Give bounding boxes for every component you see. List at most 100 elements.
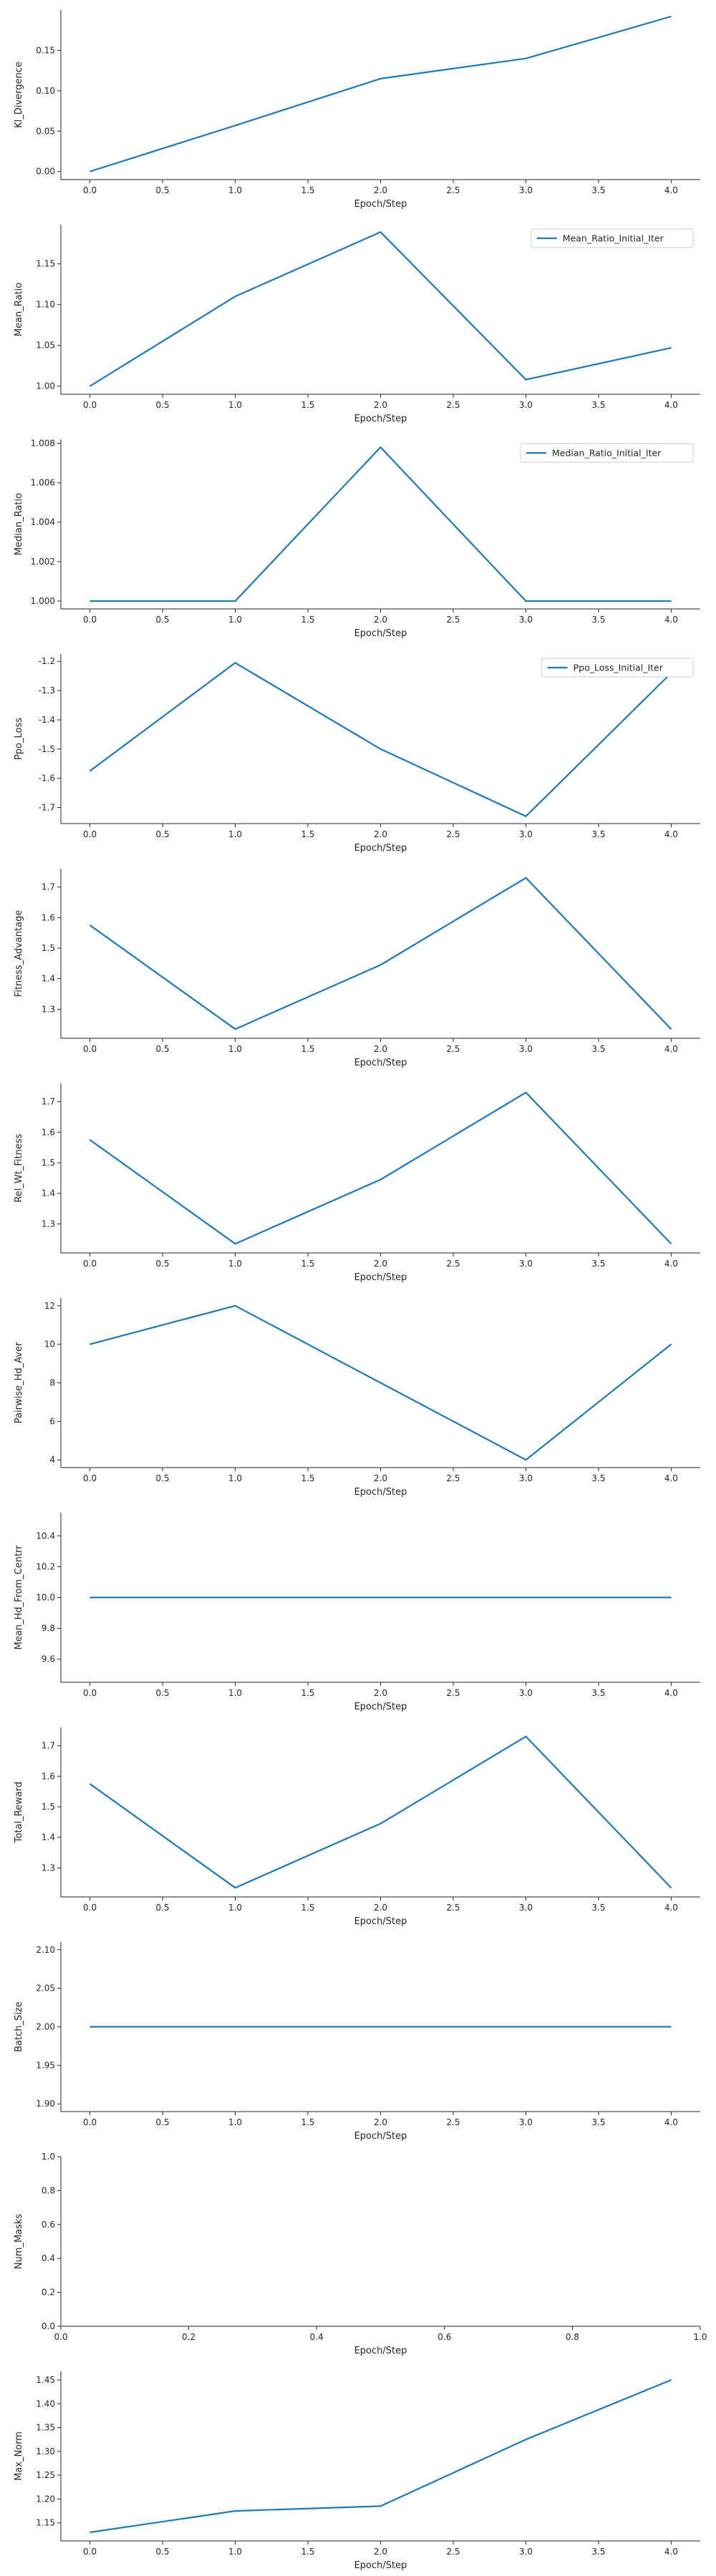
series-line [90,15,672,172]
chart-panel-3: 0.0 0.5 1.0 1.5 2.0 2.5 3.0 3.5 4.0 1.000 1.002 1.0… [14,439,700,639]
legend-label: Mean_Ratio_Initial_Iter [563,233,664,244]
x-tick-label: 0.5 [156,400,170,410]
x-tick-label: 2.5 [446,2547,460,2557]
x-tick-label: 3.0 [519,829,533,839]
x-tick-label: 2.5 [446,2117,460,2127]
x-tick-label: 3.5 [591,1688,605,1698]
data-point [670,1344,672,1345]
x-axis-label: Epoch/Step [354,1702,407,1712]
y-tick-label: 1.7 [42,1741,55,1751]
x-tick-label: 0.5 [156,185,170,195]
x-tick-label: 2.0 [374,615,387,625]
y-tick-label: 1.15 [36,2518,55,2528]
data-point [235,296,236,297]
y-axis-label: Rel_Wt_Fitness [14,1133,24,1202]
data-point [670,1597,672,1598]
y-tick-label: 1.05 [36,341,55,351]
legend-label: Ppo_Loss_Initial_Iter [574,663,664,673]
x-tick-label: 3.5 [591,400,605,410]
chart-panel-10: 0.0 0.5 1.0 1.5 2.0 2.5 3.0 3.5 4.0 1.90 1.95 2.00 2… [14,1942,700,2142]
x-tick-label: 1.5 [301,2117,314,2127]
y-tick-label: 9.6 [42,1654,55,1664]
x-tick-label: 4.0 [664,1473,678,1483]
chart-panel-1: 0.0 0.5 1.0 1.5 2.0 2.5 3.0 3.5 4.0 0.00 0.05 0.10 0… [14,10,700,210]
data-point [380,1823,381,1825]
y-tick-label: 0.4 [42,2253,55,2263]
y-tick-label: 1.45 [36,2375,55,2385]
x-tick-label: 0.5 [156,1044,170,1054]
x-tick-label: 1.5 [301,829,314,839]
x-tick-label: 1.0 [228,1473,242,1483]
series-line [90,2379,672,2534]
x-tick-label: 2.5 [446,185,460,195]
x-tick-label: 0.0 [83,829,97,839]
y-tick-label: -1.4 [39,715,55,725]
x-tick-label: 4.0 [664,2547,678,2557]
x-tick-label: 3.0 [519,615,533,625]
y-tick-label: 1.15 [36,259,55,269]
y-tick-label: 1.5 [42,1802,55,1812]
data-point [380,1179,381,1181]
y-tick-label: 12 [44,1301,55,1311]
x-tick-label: 0.5 [156,2117,170,2127]
legend: Mean_Ratio_Initial_Iter [531,228,694,248]
x-tick-label: 1.0 [228,1259,242,1269]
x-tick-label: 2.0 [374,2547,387,2557]
x-tick-label: 0.2 [182,2332,195,2342]
y-tick-label: 1.7 [42,1097,55,1107]
x-tick-label: 3.0 [519,2117,533,2127]
x-tick-label: 4.0 [664,1903,678,1913]
x-tick-label: 0.5 [156,829,170,839]
x-tick-label: 2.0 [374,1044,387,1054]
x-tick-label: 0.0 [83,1044,97,1054]
legend: Median_Ratio_Initial_Iter [520,443,694,463]
y-tick-label: 1.3 [42,1863,55,1873]
x-tick-label: 0.8 [566,2332,579,2342]
y-axis-label: Batch_Size [14,2001,24,2052]
y-tick-label: 1.008 [31,439,55,449]
data-point [380,78,381,79]
x-tick-label: 3.5 [591,1259,605,1269]
x-tick-label: 1.0 [228,185,242,195]
x-tick-label: 3.0 [519,2547,533,2557]
y-tick-label: 0.6 [42,2220,55,2230]
x-tick-label: 3.0 [519,1903,533,1913]
x-axis-label: Epoch/Step [354,628,407,639]
chart-panel-11: 0.0 0.2 0.4 0.6 0.8 1.0 0.0 0.2 0.4 0.6 0.8 1.0 Epoc… [14,2152,707,2356]
data-point [235,1597,236,1598]
y-axis-label: Mean_Ratio [14,283,24,336]
x-tick-label: 2.0 [374,829,387,839]
x-axis-label: Epoch/Step [354,414,407,424]
legend-box [541,658,694,678]
x-axis-label: Epoch/Step [354,1916,407,1927]
chart-panel-6: 0.0 0.5 1.0 1.5 2.0 2.5 3.0 3.5 4.0 1.3 1.4 1.5 1.6 1… [14,1083,700,1283]
x-tick-label: 1.5 [301,1903,314,1913]
y-tick-label: 2.10 [36,1945,55,1955]
y-tick-label: 1.004 [31,517,55,527]
y-tick-label: 8 [49,1378,55,1388]
x-tick-label: 3.5 [591,2117,605,2127]
x-tick-label: 4.0 [664,1688,678,1698]
y-axis-label: Kl_Divergence [14,62,24,128]
x-tick-label: 2.0 [374,1259,387,1269]
x-tick-label: 2.5 [446,1688,460,1698]
y-tick-label: 1.25 [36,2470,55,2480]
y-tick-label: 1.7 [42,882,55,892]
x-tick-label: 0.5 [156,1688,170,1698]
x-tick-label: 0.5 [156,1473,170,1483]
x-tick-label: 0.0 [83,400,97,410]
data-point [670,2026,672,2027]
x-tick-label: 4.0 [664,829,678,839]
y-tick-label: 1.002 [31,557,55,567]
series-line [89,1091,672,1245]
chart-panel-5: 0.0 0.5 1.0 1.5 2.0 2.5 3.0 3.5 4.0 1.3 1.4 1.5 1.6 1… [14,869,700,1068]
legend-box [531,228,694,248]
y-tick-label: -1.7 [39,803,55,813]
x-axis-label: Epoch/Step [354,2560,407,2571]
x-tick-label: 0.0 [83,185,97,195]
x-axis-label: Epoch/Step [354,1272,407,1283]
series-line [90,446,672,602]
data-point [380,231,381,233]
x-tick-label: 4.0 [664,615,678,625]
data-point [380,2026,381,2027]
